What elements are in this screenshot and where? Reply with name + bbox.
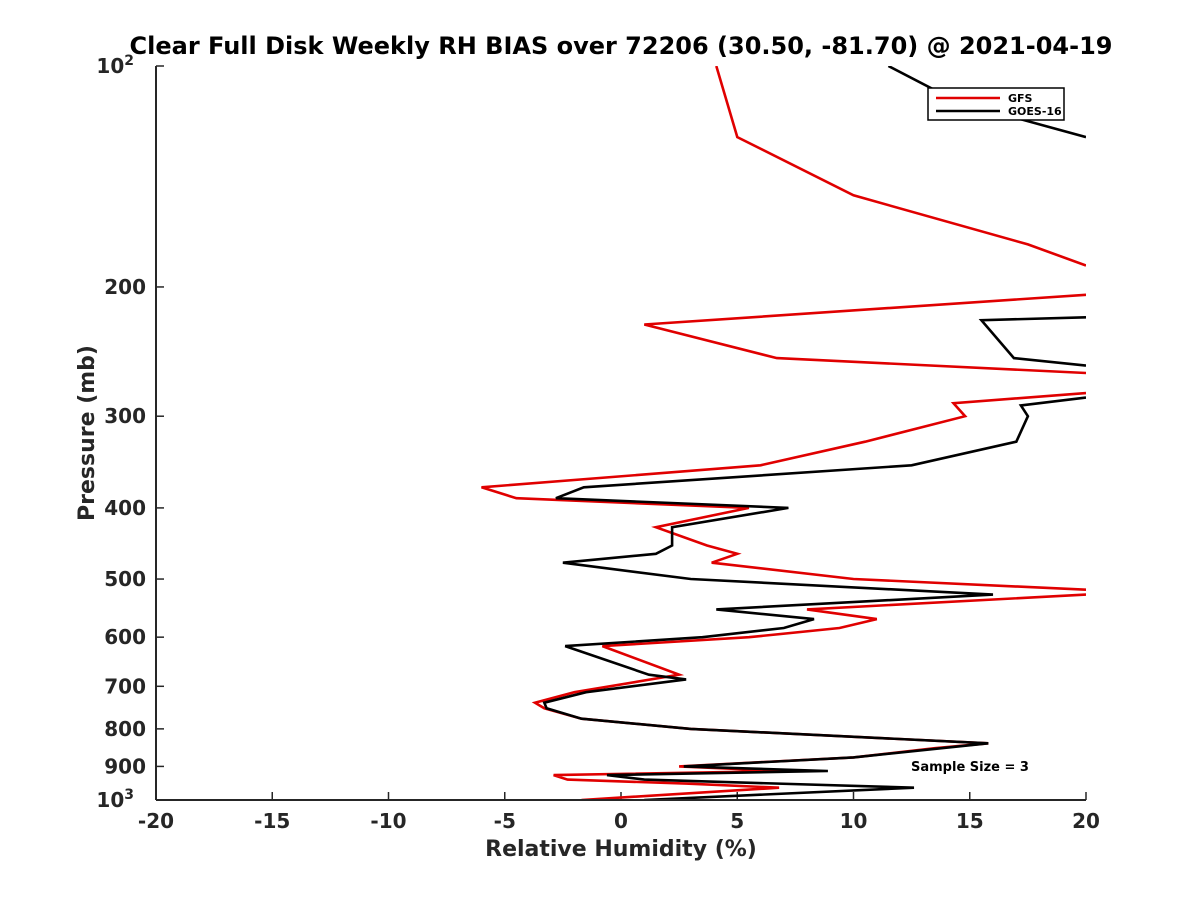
x-axis-label: Relative Humidity (%) bbox=[485, 837, 757, 862]
legend-label-gfs: GFS bbox=[1008, 92, 1033, 105]
x-tick-label: 15 bbox=[956, 809, 984, 833]
y-tick-label: 102 bbox=[96, 53, 134, 78]
y-tick-label: 600 bbox=[104, 625, 146, 649]
y-tick-label: 500 bbox=[104, 567, 146, 591]
x-tick-label: 5 bbox=[730, 809, 744, 833]
x-tick-label: -20 bbox=[138, 809, 174, 833]
legend-label-goes-16: GOES-16 bbox=[1008, 105, 1062, 118]
series-line-gfs bbox=[481, 66, 1086, 800]
x-tick-label: 10 bbox=[840, 809, 868, 833]
x-tick-label: 0 bbox=[614, 809, 628, 833]
x-tick-label: -10 bbox=[370, 809, 406, 833]
y-tick-label: 200 bbox=[104, 275, 146, 299]
x-tick-label: 20 bbox=[1072, 809, 1100, 833]
y-tick-label: 700 bbox=[104, 674, 146, 698]
y-tick-label: 300 bbox=[104, 404, 146, 428]
y-tick-label: 103 bbox=[96, 787, 134, 812]
y-axis-ticks: 102 200 300 400 500 600 700 800 900 103 bbox=[96, 53, 164, 812]
sample-size-annotation: Sample Size = 3 bbox=[911, 760, 1029, 775]
legend-box bbox=[927, 87, 1065, 121]
y-axis-label: Pressure (mb) bbox=[75, 345, 100, 521]
x-tick-label: -15 bbox=[254, 809, 290, 833]
x-axis-ticks: -20 -15 -10 -5 0 5 10 15 20 bbox=[138, 792, 1100, 833]
chart-title: Clear Full Disk Weekly RH BIAS over 7220… bbox=[130, 32, 1113, 60]
y-tick-label: 800 bbox=[104, 717, 146, 741]
plot-area bbox=[156, 66, 1086, 800]
y-tick-label: 400 bbox=[104, 496, 146, 520]
legend: GFS GOES-16 bbox=[927, 87, 1065, 121]
x-tick-label: -5 bbox=[494, 809, 516, 833]
series-layer bbox=[481, 66, 1086, 800]
y-tick-label: 900 bbox=[104, 754, 146, 778]
